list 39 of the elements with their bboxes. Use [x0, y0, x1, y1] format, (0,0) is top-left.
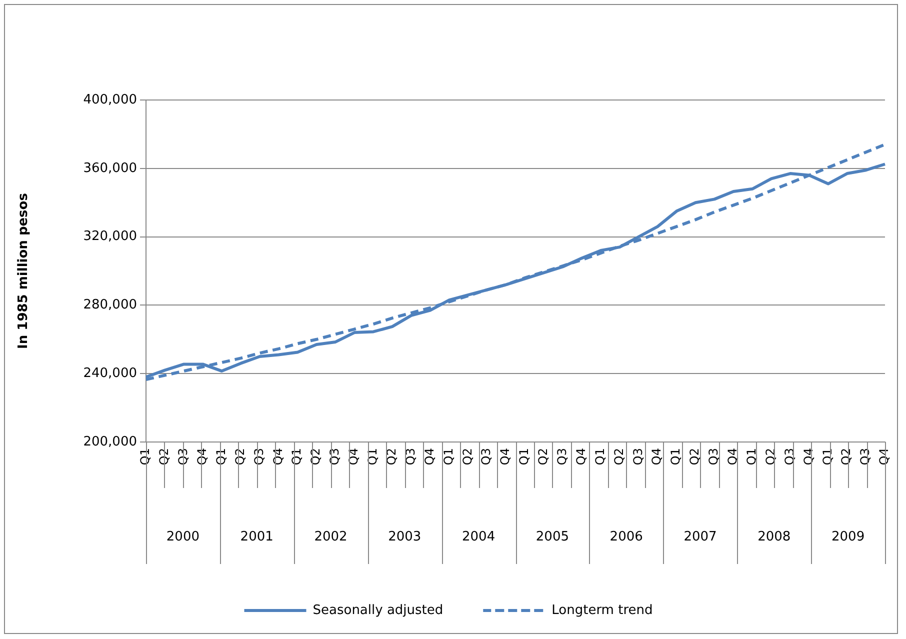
x-tick-label: Q4	[650, 448, 664, 466]
y-tick-label: 400,000	[83, 92, 137, 108]
x-tick-label: Q3	[630, 448, 645, 466]
text: 2009	[832, 529, 865, 544]
text: 2003	[388, 529, 422, 544]
y-tick-label: 240,000	[83, 366, 137, 381]
x-tick-label: Q1	[668, 448, 683, 466]
text: 2002	[314, 529, 348, 544]
text: 2000	[166, 529, 200, 544]
x-tick-label: Q2	[460, 448, 474, 466]
legend-label: Seasonally adjusted	[312, 602, 444, 618]
x-tick-label: Q1	[592, 448, 607, 466]
x-tick-label: Q3	[403, 448, 418, 466]
text: 2001	[240, 529, 274, 544]
legend-label: Longterm trend	[552, 602, 653, 618]
x-tick-label: Q1	[744, 448, 758, 466]
y-tick-label: 200,000	[83, 434, 137, 450]
x-tick-label: Q4	[726, 448, 740, 466]
y-axis-title: In 1985 million pesos	[16, 192, 32, 349]
text: 2008	[758, 529, 791, 544]
text: 2007	[684, 529, 717, 544]
y-tick-label: 320,000	[83, 229, 137, 244]
x-tick-label: Q3	[554, 448, 569, 466]
text: 2005	[536, 529, 569, 544]
x-tick-label: Q1	[517, 448, 532, 466]
text: 2004	[462, 529, 496, 544]
x-tick-label: Q4	[422, 448, 436, 466]
x-tick-label: Q4	[574, 448, 588, 466]
x-tick-label: Q1	[441, 448, 456, 466]
x-tick-label: Q4	[498, 448, 512, 466]
x-tick-label: Q2	[612, 448, 626, 466]
x-tick-label: Q3	[706, 448, 721, 466]
text: 2006	[610, 529, 643, 544]
y-tick-label: 360,000	[83, 160, 137, 176]
x-tick-label: Q2	[688, 448, 702, 466]
x-tick-label: Q2	[384, 448, 398, 466]
x-tick-label: Q3	[479, 448, 494, 466]
y-tick-label: 280,000	[83, 298, 137, 313]
x-tick-label: Q2	[536, 448, 550, 466]
